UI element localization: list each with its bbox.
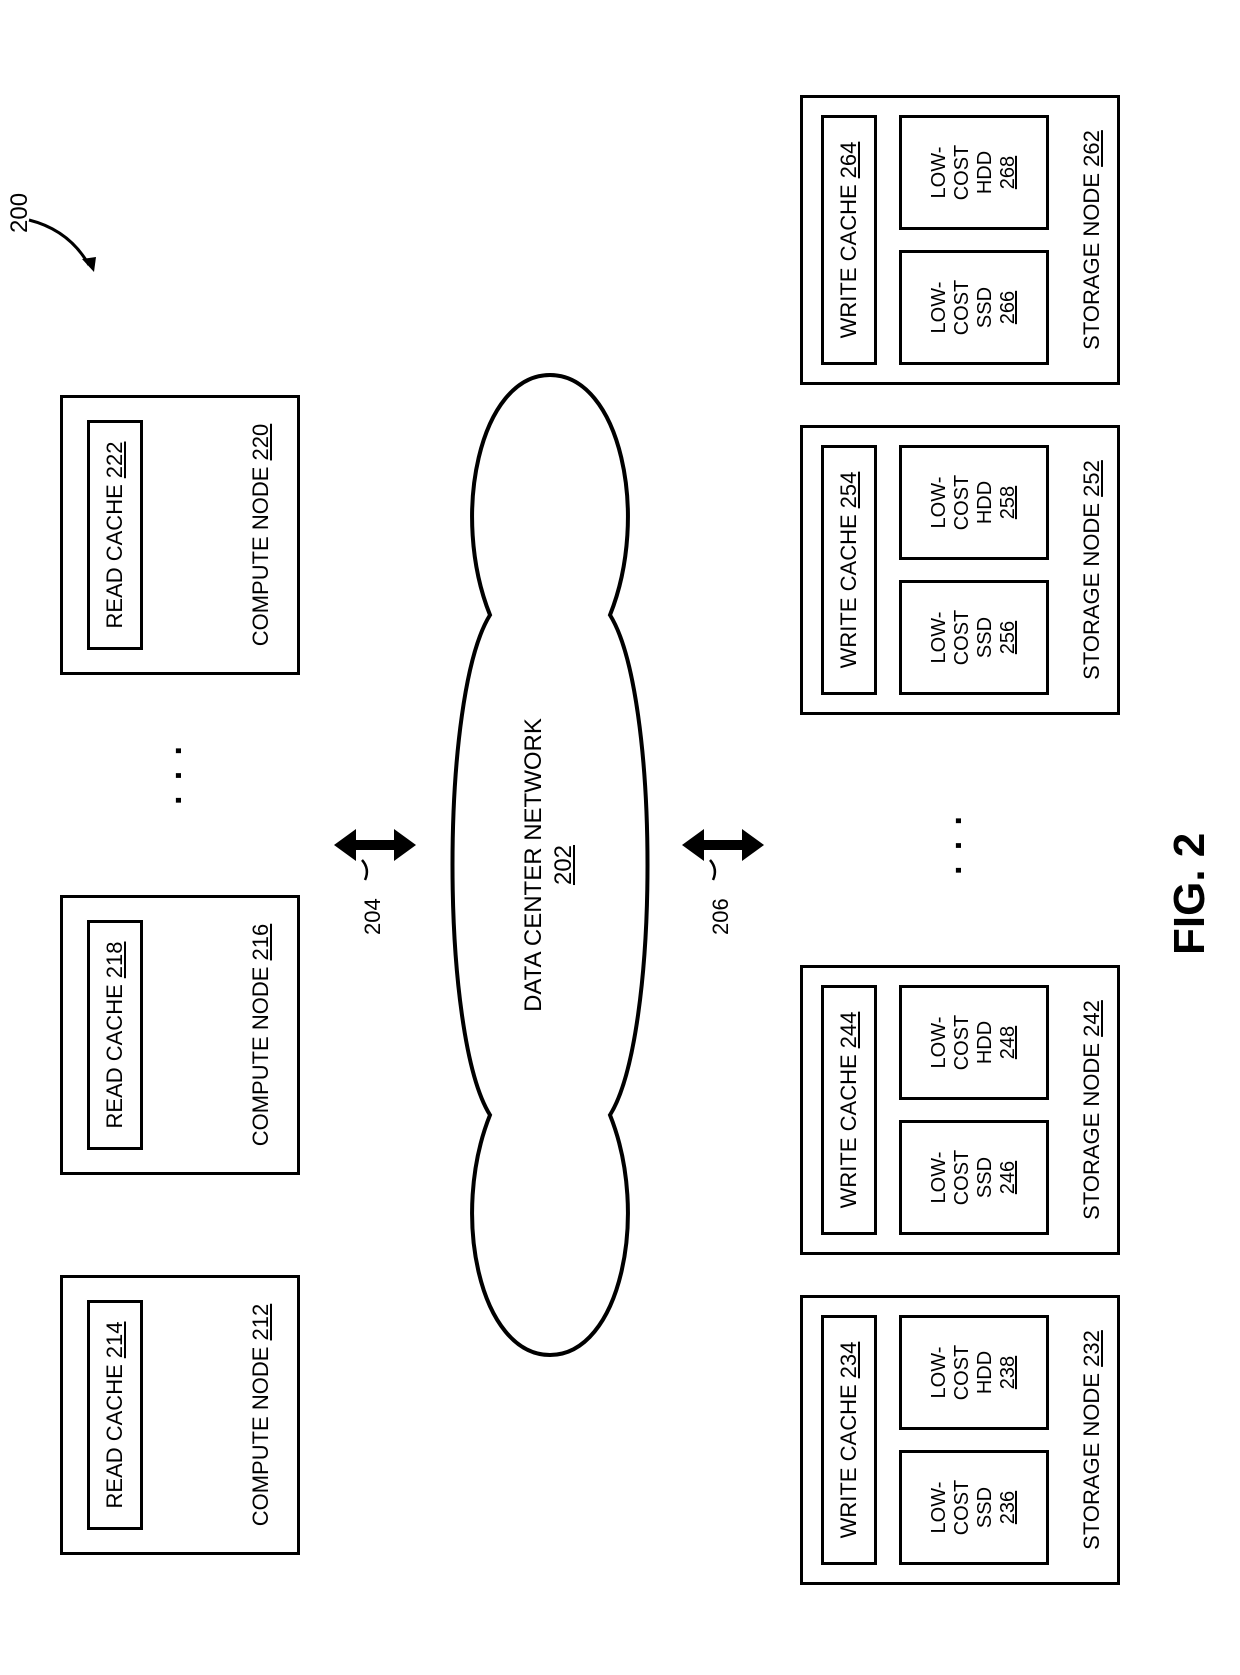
hdd-label: LOW- COST HDD (928, 1345, 997, 1401)
figure-caption: FIG. 2 (1165, 833, 1215, 955)
ssd-ref: 256 (997, 621, 1020, 654)
hdd-ref: 268 (997, 156, 1020, 189)
write-cache-label: WRITE CACHE (836, 1054, 862, 1208)
ssd-label: LOW- COST SSD (928, 1150, 997, 1206)
storage-node: WRITE CACHE254LOW- COST SSD256LOW- COST … (800, 425, 1120, 715)
arrow-bottom-ref: 206 (708, 898, 733, 935)
compute-node-label: COMPUTE NODE (248, 1347, 273, 1527)
compute-node-label-row: COMPUTE NODE 216 (248, 898, 273, 1172)
storage-node-label: STORAGE NODE (1079, 503, 1104, 680)
hdd-ref: 248 (997, 1026, 1020, 1059)
storage-node-label: STORAGE NODE (1079, 1373, 1104, 1550)
compute-node-label: COMPUTE NODE (248, 467, 273, 647)
ellipsis-storage: · · · (940, 812, 979, 875)
storage-node: WRITE CACHE234LOW- COST SSD236LOW- COST … (800, 1295, 1120, 1585)
storage-node-ref: 242 (1079, 1000, 1104, 1037)
hdd-ref: 238 (997, 1356, 1020, 1389)
storage-node-label-row: STORAGE NODE 262 (1079, 98, 1104, 382)
storage-node-label-row: STORAGE NODE 232 (1079, 1298, 1104, 1582)
hdd-label: LOW- COST HDD (928, 475, 997, 531)
read-cache-label: READ CACHE (102, 984, 128, 1128)
network-title: DATA CENTER NETWORK (520, 315, 548, 1415)
ssd-box: LOW- COST SSD236 (899, 1450, 1049, 1565)
ssd-box: LOW- COST SSD256 (899, 580, 1049, 695)
compute-node: READ CACHE 218 COMPUTE NODE 216 (60, 895, 300, 1175)
write-cache-box: WRITE CACHE 234 (821, 1315, 877, 1565)
network-cloud: DATA CENTER NETWORK 202 (420, 315, 685, 1415)
write-cache-ref: 234 (836, 1342, 862, 1379)
storage-node-ref: 232 (1079, 1330, 1104, 1367)
ssd-ref: 266 (997, 291, 1020, 324)
compute-node: READ CACHE 214 COMPUTE NODE 212 (60, 1275, 300, 1555)
read-cache-ref: 214 (102, 1322, 128, 1359)
hdd-ref: 258 (997, 486, 1020, 519)
ssd-box: LOW- COST SSD246 (899, 1120, 1049, 1235)
read-cache-label: READ CACHE (102, 484, 128, 628)
storage-node-label-row: STORAGE NODE 242 (1079, 968, 1104, 1252)
write-cache-label: WRITE CACHE (836, 1384, 862, 1538)
storage-node-label: STORAGE NODE (1079, 1043, 1104, 1220)
write-cache-label: WRITE CACHE (836, 514, 862, 668)
write-cache-ref: 254 (836, 472, 862, 509)
storage-node: WRITE CACHE264LOW- COST SSD266LOW- COST … (800, 95, 1120, 385)
ssd-label: LOW- COST SSD (928, 610, 997, 666)
storage-node-ref: 252 (1079, 460, 1104, 497)
read-cache-label: READ CACHE (102, 1364, 128, 1508)
hdd-box: LOW- COST HDD238 (899, 1315, 1049, 1430)
ref-overall: 200 (6, 193, 34, 233)
write-cache-box: WRITE CACHE 254 (821, 445, 877, 695)
storage-node-label: STORAGE NODE (1079, 173, 1104, 350)
compute-node: READ CACHE 222 COMPUTE NODE 220 (60, 395, 300, 675)
read-cache-box: READ CACHE 222 (87, 420, 143, 650)
storage-node: WRITE CACHE244LOW- COST SSD246LOW- COST … (800, 965, 1120, 1255)
ssd-box: LOW- COST SSD266 (899, 250, 1049, 365)
write-cache-label: WRITE CACHE (836, 184, 862, 338)
ssd-ref: 246 (997, 1161, 1020, 1194)
ssd-label: LOW- COST SSD (928, 280, 997, 336)
storage-node-label-row: STORAGE NODE 252 (1079, 428, 1104, 712)
read-cache-ref: 218 (102, 942, 128, 979)
read-cache-ref: 222 (102, 442, 128, 479)
ssd-ref: 236 (997, 1491, 1020, 1524)
ssd-label: LOW- COST SSD (928, 1480, 997, 1536)
write-cache-ref: 264 (836, 142, 862, 179)
storage-node-ref: 262 (1079, 130, 1104, 167)
ref-overall-group: 200 (14, 155, 109, 275)
hdd-label: LOW- COST HDD (928, 145, 997, 201)
ellipsis-compute: · · · (160, 742, 199, 805)
hdd-box: LOW- COST HDD248 (899, 985, 1049, 1100)
compute-node-ref: 220 (248, 424, 273, 461)
write-cache-box: WRITE CACHE 244 (821, 985, 877, 1235)
read-cache-box: READ CACHE 218 (87, 920, 143, 1150)
write-cache-box: WRITE CACHE 264 (821, 115, 877, 365)
write-cache-ref: 244 (836, 1012, 862, 1049)
network-ref: 202 (550, 315, 578, 1415)
hdd-box: LOW- COST HDD268 (899, 115, 1049, 230)
compute-node-label-row: COMPUTE NODE 212 (248, 1278, 273, 1552)
diagram-root: 200 READ CACHE214COMPUTE NODE 212READ CA… (0, 0, 1240, 1675)
arrow-bottom-group: 206 (678, 805, 773, 935)
hdd-box: LOW- COST HDD258 (899, 445, 1049, 560)
compute-node-ref: 216 (248, 924, 273, 961)
compute-node-label: COMPUTE NODE (248, 967, 273, 1147)
read-cache-box: READ CACHE 214 (87, 1300, 143, 1530)
arrow-top-group: 204 (330, 805, 425, 935)
compute-node-label-row: COMPUTE NODE 220 (248, 398, 273, 672)
compute-node-ref: 212 (248, 1304, 273, 1341)
arrow-top-ref: 204 (360, 898, 385, 935)
hdd-label: LOW- COST HDD (928, 1015, 997, 1071)
